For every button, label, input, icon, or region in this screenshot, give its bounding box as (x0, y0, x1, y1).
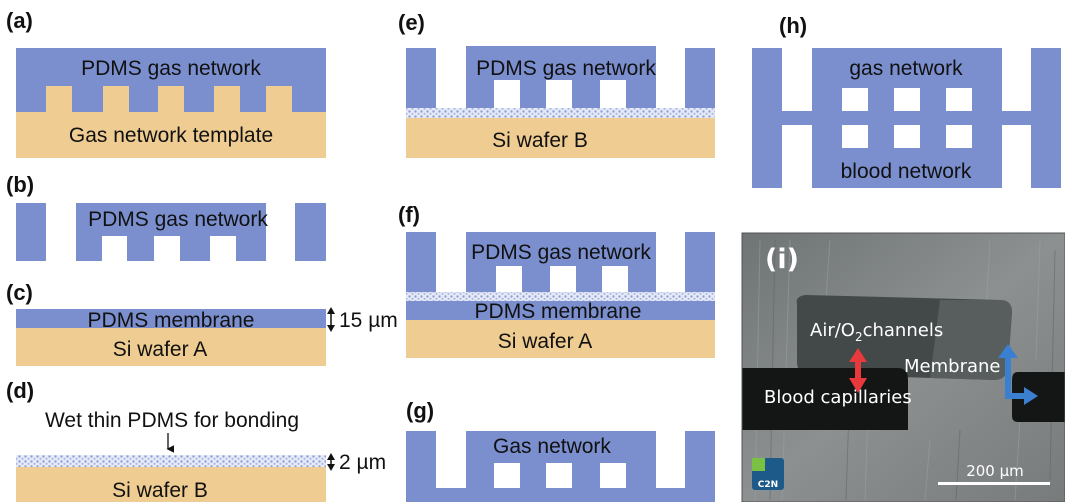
panel-c-top-text: PDMS membrane (88, 309, 255, 332)
panel-c-bottom-text: Si wafer A (113, 338, 208, 361)
panel-h-top-text: gas network (849, 57, 963, 80)
membrane-label: Membrane (904, 356, 1000, 377)
blood-capillaries-label: Blood capillaries (764, 387, 912, 408)
panel-c-thickness: 15 µm (339, 309, 398, 332)
si-wafer-b (16, 467, 326, 502)
panel-f-label: (f) (398, 202, 420, 227)
panel-c-label: (c) (6, 280, 33, 305)
panel-b: (b) PDMS gas network (6, 172, 326, 261)
membrane-bridge (752, 111, 1061, 125)
blood-capillary-right (1012, 372, 1065, 422)
pdms-side-wall-right (685, 48, 715, 112)
blood-network-piece (812, 125, 1002, 188)
panel-h-bottom-text: blood network (841, 160, 972, 183)
panel-d-thickness: 2 µm (339, 451, 386, 474)
panel-h-label: (h) (779, 13, 807, 38)
gas-network-template (16, 112, 326, 158)
thickness-arrow-15um (327, 307, 335, 332)
panel-d: (d) Wet thin PDMS for bonding Si wafer B… (6, 378, 386, 502)
pdms-gas-network-layer (16, 48, 326, 112)
bonding-layer (406, 292, 715, 301)
panel-a-bottom-text: Gas network template (69, 124, 273, 147)
panel-e-top-text: PDMS gas network (476, 57, 656, 80)
panel-f-bottom-text: Si wafer A (498, 330, 593, 353)
pdms-gas-network-piece (466, 46, 656, 108)
panel-b-text: PDMS gas network (88, 208, 268, 231)
pdms-membrane-layer (16, 309, 326, 328)
panel-h: (h) gas network blood network (752, 13, 1061, 188)
bonding-layer (406, 108, 715, 118)
scale-bar (938, 482, 1050, 485)
panel-c: (c) PDMS membrane Si wafer A 15 µm (6, 280, 398, 366)
blood-capillary (742, 368, 908, 430)
pdms-side-wall-right (685, 232, 715, 294)
si-wafer-a (406, 320, 715, 358)
air-channels-label: Air/O2channels (810, 320, 943, 344)
blue-arrow (998, 344, 1038, 405)
si-wafer-a (16, 328, 326, 366)
pdms-membrane-layer (406, 301, 715, 320)
panel-g-label: (g) (406, 398, 434, 423)
panel-f: (f) PDMS gas network PDMS membrane Si wa… (398, 202, 715, 358)
gas-network-piece (812, 48, 1002, 111)
scale-bar-label: 200 µm (966, 462, 1024, 480)
pdms-gas-network-piece (76, 203, 266, 261)
panel-e-bottom-text: Si wafer B (492, 129, 588, 152)
panel-g-text: Gas network (493, 435, 611, 458)
si-wafer-b (406, 118, 715, 158)
panel-d-annotation: Wet thin PDMS for bonding (45, 409, 299, 432)
pdms-side-wall-left (16, 203, 46, 261)
pdms-side-wall-left (406, 48, 436, 112)
pdms-side-wall-left (406, 232, 436, 294)
wet-bonding-layer (16, 455, 326, 467)
panel-b-label: (b) (6, 172, 34, 197)
panel-f-mid-text: PDMS membrane (475, 300, 642, 323)
thickness-arrow-2um (327, 453, 335, 471)
panel-i-label: (i) (765, 244, 799, 275)
panel-a-top-text: PDMS gas network (81, 57, 261, 80)
panel-d-bottom-text: Si wafer B (112, 479, 208, 502)
pdms-side-wall-right (295, 203, 326, 261)
pdms-gas-network-piece (466, 431, 656, 488)
panel-a: (a) PDMS gas network Gas network templat… (6, 8, 326, 158)
panel-g: (g) Gas network (406, 398, 715, 502)
panel-e: (e) PDMS gas network Si wafer B (398, 10, 715, 158)
panel-i-sem-image: (i) Air/O2channels Membrane Blood capill… (741, 232, 1065, 502)
c2n-logo: C2N (752, 458, 784, 490)
svg-text:C2N: C2N (758, 480, 778, 490)
pdms-membrane-layer (406, 488, 715, 502)
pdms-gas-network-piece (466, 232, 656, 292)
panel-f-top-text: PDMS gas network (471, 241, 651, 264)
red-double-arrow (849, 348, 867, 393)
panel-d-label: (d) (6, 378, 34, 403)
panel-e-label: (e) (398, 10, 425, 35)
panel-a-label: (a) (6, 8, 33, 33)
